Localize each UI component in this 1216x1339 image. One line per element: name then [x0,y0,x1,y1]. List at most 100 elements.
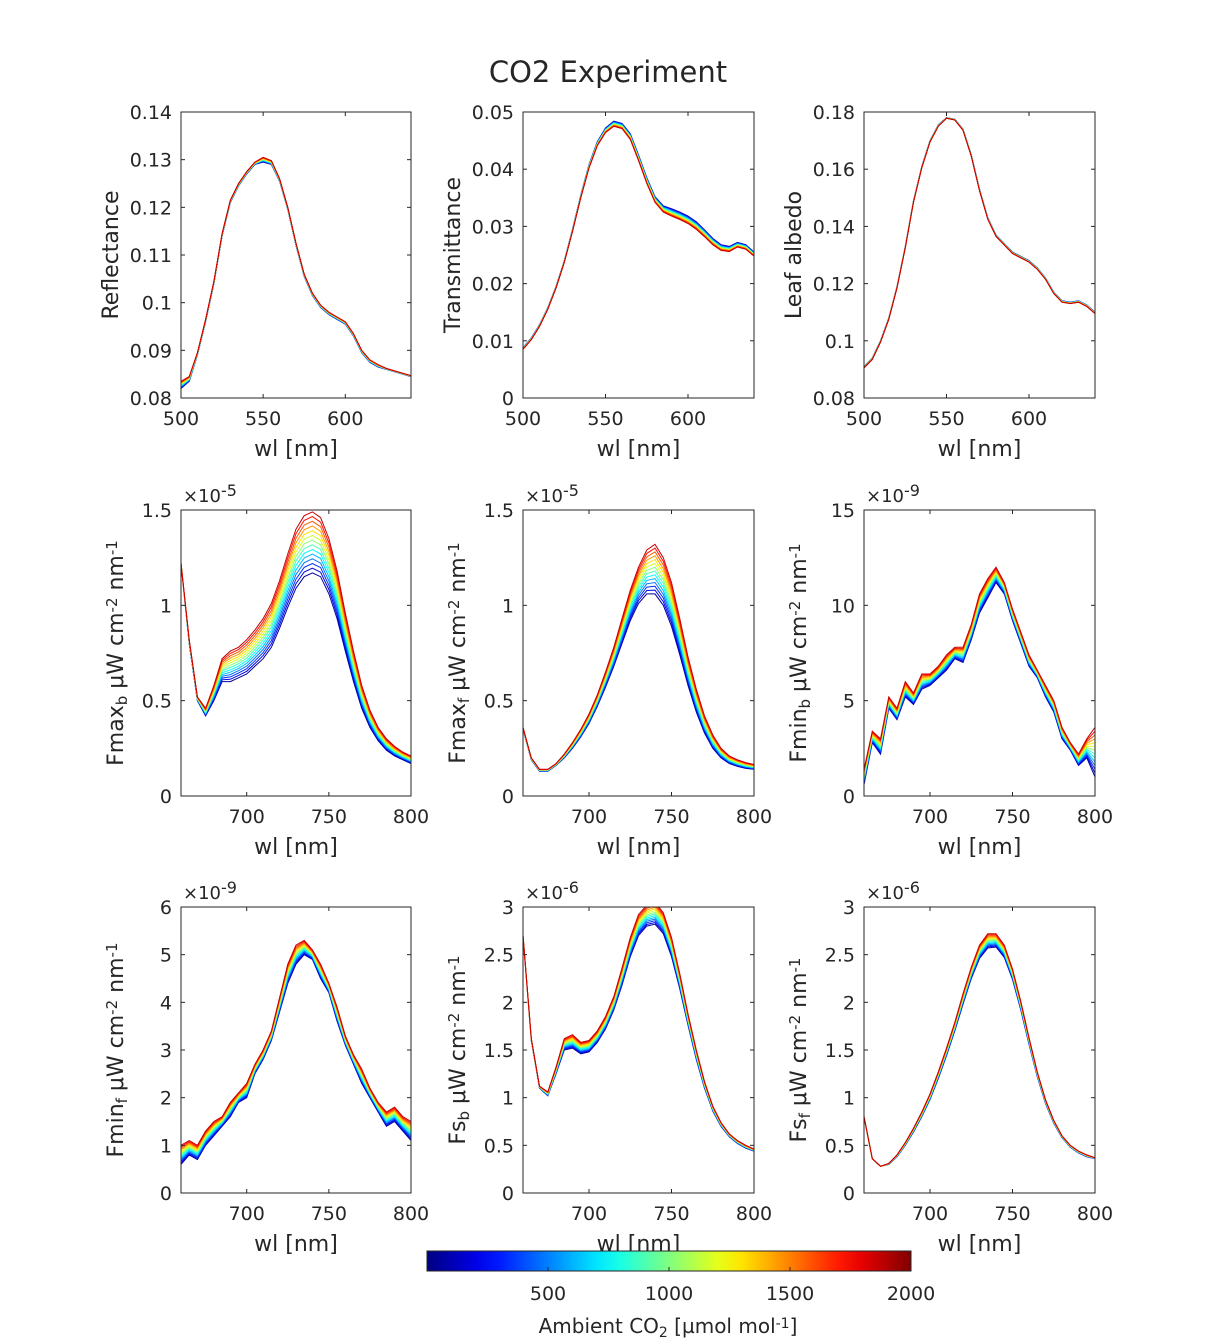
x-tick-label: 600 [1011,408,1047,430]
y-tick-label: 0 [843,1183,855,1205]
x-tick-label: 750 [311,1203,347,1225]
y-axis-label-part: nm [104,555,129,597]
y-axis-label: Fminf μW cm-2 nm-1 [103,943,130,1158]
y-axis-label-part: μW cm [104,1015,129,1098]
axis-exponent-power: -6 [904,878,920,897]
y-axis-label-part: -2 [786,601,804,616]
y-tick-label: 2 [843,992,855,1014]
y-tick-label: 0 [502,786,514,808]
y-tick-label: 1 [160,1135,172,1157]
axis-exponent-power: -5 [563,481,579,500]
y-axis-label-part: μW cm [787,1030,812,1113]
y-tick-label: 0 [843,786,855,808]
x-tick-label: 600 [670,408,706,430]
axis-exponent: ×10-6 [866,878,920,904]
x-axis-label: wl [nm] [938,835,1022,860]
series-lines [523,543,754,772]
y-axis-label-part: -1 [445,542,463,557]
y-tick-label: 0.13 [130,150,172,172]
subplot-transmittance: 500 550 600 0 0.01 0.02 0.03 0.04 0.05 wl [nm] Tra… [441,102,755,462]
series-lines [181,939,411,1165]
y-axis-label-part: b [455,1111,473,1121]
colorbar-label-part: -1 [776,1316,790,1332]
x-tick-label: 550 [587,408,623,430]
x-tick-label: 800 [1077,806,1113,828]
y-axis-label-part: f [113,1097,131,1103]
y-tick-label: 0 [160,786,172,808]
x-tick-label: 500 [846,408,882,430]
x-axis-label: wl [nm] [254,835,338,860]
y-tick-label: 0.04 [472,159,514,181]
y-tick-label: 0.1 [142,293,172,315]
x-tick-label: 700 [571,806,607,828]
y-axis-label-part: Fmin [787,708,812,762]
series-line [181,563,411,765]
colorbar-label-part: [µmol mol [668,1314,776,1338]
x-tick-label: 750 [653,1203,689,1225]
y-axis-label: Transmittance [441,177,466,334]
series-lines [864,117,1095,369]
y-tick-label: 0 [160,1183,172,1205]
x-tick-label: 800 [736,1203,772,1225]
y-tick-label: 0 [502,1183,514,1205]
y-tick-label: 0.08 [813,388,855,410]
y-tick-label: 0.08 [130,388,172,410]
series-line [181,553,411,762]
axis-exponent-power: -6 [563,878,579,897]
y-axis-label-part: Fs [787,1118,812,1142]
x-axis-label: wl [nm] [938,1232,1022,1257]
subplot-fmin-b: 700 750 800 0 5 10 15 wl [nm] Fminb μW cm-2 nm-1… [786,481,1113,860]
y-axis-label-part: -2 [445,1013,463,1028]
y-axis-label-part: -1 [786,958,804,973]
series-lines [523,120,754,350]
y-tick-label: 4 [160,992,172,1014]
figure-title: CO2 Experiment [489,55,727,89]
series-line [523,125,754,350]
x-tick-label: 800 [1077,1203,1113,1225]
colorbar-tick-label: 2000 [887,1283,935,1305]
x-tick-label: 550 [245,408,281,430]
y-axis-label-part: -2 [103,1000,121,1015]
axes-frame [180,509,412,797]
y-tick-label: 1 [502,1088,514,1110]
axes-background [181,112,411,398]
y-tick-label: 0 [502,388,514,410]
y-axis-label-part: -1 [445,955,463,970]
axes-background [864,510,1095,796]
y-axis-label-part: f [455,697,473,703]
y-tick-label: 2 [160,1088,172,1110]
y-axis-label-part: -2 [445,600,463,615]
colorbar-tick-label: 1000 [645,1283,693,1305]
y-axis-label: Fsb μW cm-2 nm-1 [445,955,472,1144]
series-lines [181,156,411,389]
series-line [181,539,411,760]
x-tick-label: 700 [571,1203,607,1225]
axis-exponent-base: ×10 [525,883,563,904]
y-axis-label: Reflectance [99,190,124,319]
y-axis-label-part: -1 [786,543,804,558]
y-axis-label-part: -1 [103,943,121,958]
x-axis-label: wl [nm] [254,1232,338,1257]
x-tick-label: 750 [311,806,347,828]
y-axis-label-part: -2 [103,597,121,612]
x-tick-label: 500 [505,408,541,430]
x-tick-label: 700 [912,1203,948,1225]
y-tick-label: 0.14 [813,216,855,238]
colorbar-label-part: Ambient CO [539,1314,659,1338]
y-tick-label: 3 [843,897,855,919]
y-tick-label: 3 [502,897,514,919]
y-axis-label: Fminb μW cm-2 nm-1 [786,543,813,762]
subplot-fmax-b: 700 750 800 0 0.5 1 1.5 wl [nm] Fmaxb μW cm-2 nm… [103,481,429,860]
y-axis-label-part: Fmin [104,1103,129,1157]
axis-exponent: ×10-5 [183,481,237,507]
y-axis-label-part: Fmax [446,703,471,764]
y-tick-label: 0.16 [813,159,855,181]
x-axis-label: wl [nm] [597,835,681,860]
y-tick-label: 0.14 [130,102,172,124]
subplot-fmax-f: 700 750 800 0 0.5 1 1.5 wl [nm] Fmaxf μW cm-2 nm… [445,481,772,860]
axis-exponent: ×10-9 [866,481,920,507]
y-axis-label: Fmaxf μW cm-2 nm-1 [445,542,472,763]
axis-exponent-power: -9 [221,878,237,897]
